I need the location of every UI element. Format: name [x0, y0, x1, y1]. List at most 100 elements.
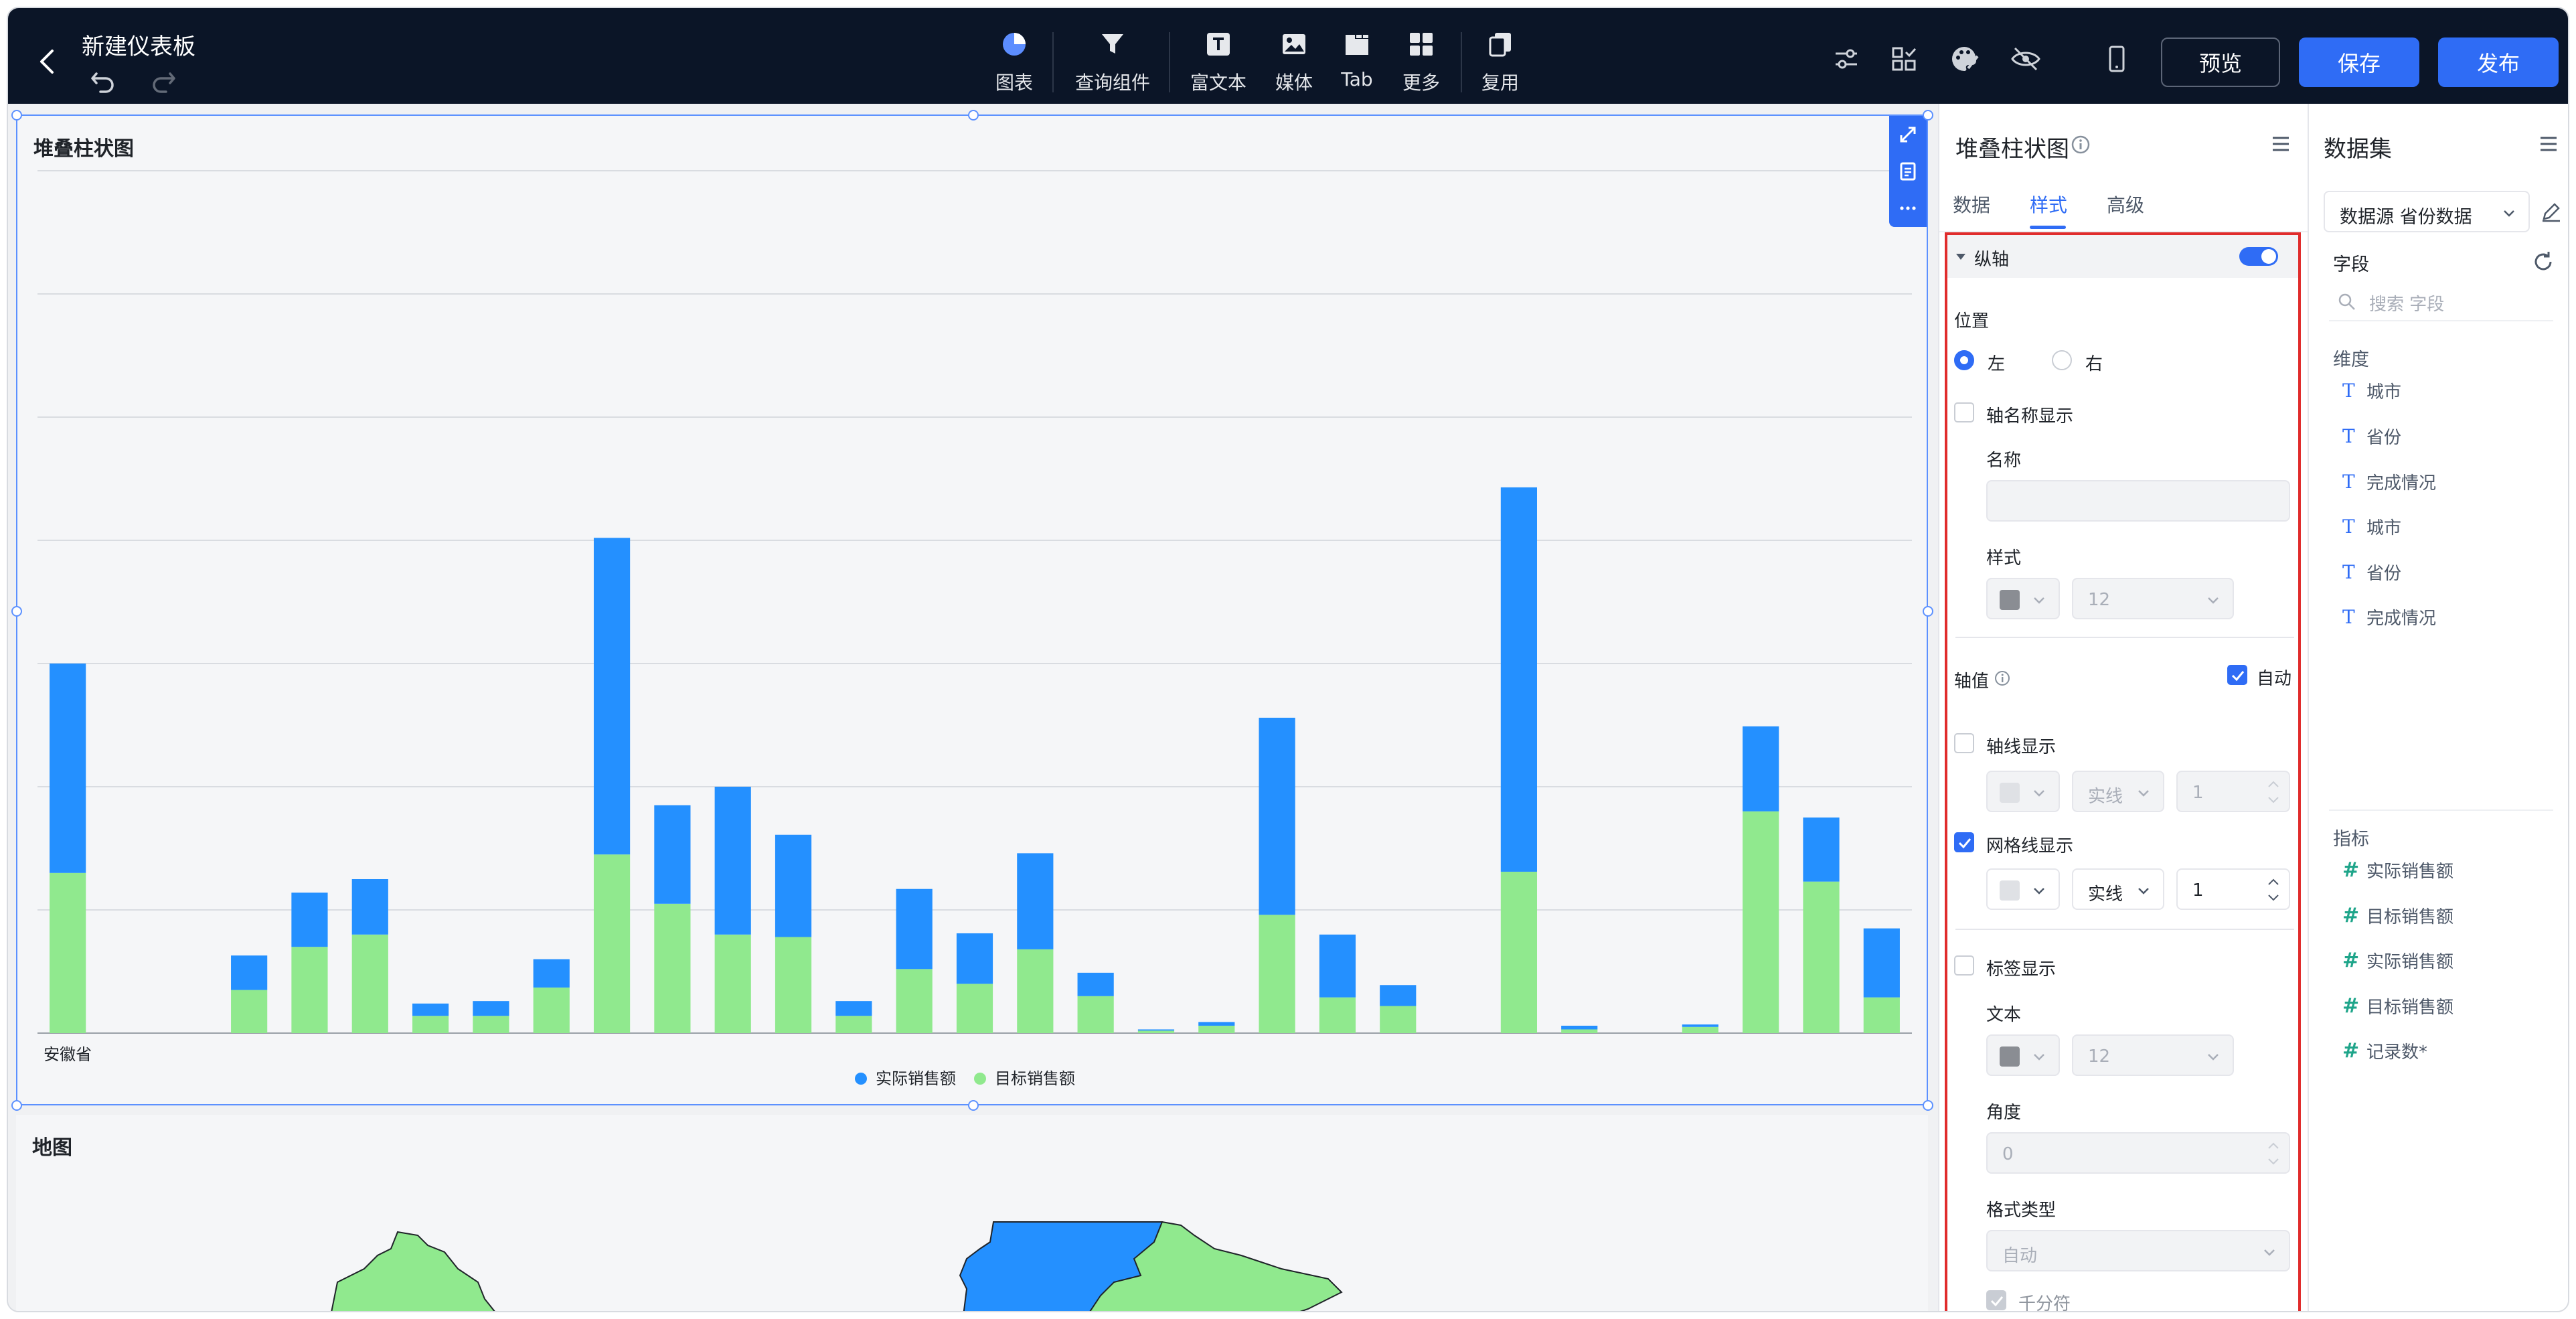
tool-media[interactable]: 媒体	[1271, 28, 1317, 95]
bar-segment[interactable]	[956, 984, 993, 1033]
refresh-icon[interactable]	[2531, 250, 2555, 274]
bar-segment[interactable]	[775, 834, 812, 937]
bar-segment[interactable]	[956, 933, 993, 984]
bar-segment[interactable]	[412, 1003, 449, 1016]
metric-field[interactable]: # 实际销售额	[2342, 856, 2453, 883]
axis-name-input[interactable]	[1986, 480, 2290, 522]
bar-segment[interactable]	[1500, 487, 1537, 872]
edit-pencil-icon[interactable]	[2540, 200, 2563, 223]
bar-segment[interactable]	[1682, 1024, 1718, 1027]
tool-query[interactable]: 查询组件	[1072, 28, 1153, 95]
dimension-field[interactable]: T 完成情况	[2342, 603, 2436, 630]
angle-input[interactable]: 0	[1986, 1132, 2290, 1174]
axis-name-fontsize-select[interactable]: 12	[2072, 578, 2234, 619]
bar-segment[interactable]	[231, 990, 268, 1033]
bar-segment[interactable]	[896, 888, 933, 969]
label-show-checkbox[interactable]	[1954, 955, 1974, 976]
axis-line-type-select[interactable]: 实线	[2072, 771, 2164, 812]
panel-menu-icon[interactable]	[2267, 131, 2294, 157]
undo-button[interactable]	[88, 67, 118, 94]
tool-more[interactable]: 更多	[1398, 28, 1445, 95]
tab-data[interactable]: 数据	[1953, 194, 1991, 216]
bar-segment[interactable]	[1561, 1025, 1598, 1030]
metric-field[interactable]: # 目标销售额	[2342, 992, 2453, 1019]
tab-advanced[interactable]: 高级	[2107, 194, 2145, 216]
resize-handle[interactable]	[11, 1100, 22, 1111]
expand-icon[interactable]	[1889, 116, 1927, 153]
stacked-bar-chart-card[interactable]: 堆叠柱状图 安徽省 实际销售额 目标销售额	[11, 110, 1933, 1111]
dimension-field[interactable]: T 省份	[2342, 422, 2401, 449]
position-left-radio[interactable]	[1954, 350, 1974, 370]
bar-segment[interactable]	[291, 893, 328, 947]
tool-tab[interactable]: Tab	[1334, 28, 1380, 95]
bar-segment[interactable]	[291, 947, 328, 1033]
more-dots-icon[interactable]	[1889, 189, 1927, 226]
bar-segment[interactable]	[1803, 818, 1840, 882]
preview-button[interactable]: 预览	[2161, 37, 2280, 87]
bar-segment[interactable]	[1863, 997, 1900, 1033]
bar-segment[interactable]	[1319, 997, 1356, 1033]
publish-button[interactable]: 发布	[2438, 37, 2559, 87]
redo-button[interactable]	[149, 67, 178, 94]
bar-segment[interactable]	[1380, 1006, 1417, 1033]
bar-segment[interactable]	[593, 854, 631, 1033]
axis-name-color-picker[interactable]	[1986, 578, 2060, 619]
bar-segment[interactable]	[835, 1016, 872, 1033]
detail-doc-icon[interactable]	[1889, 153, 1927, 189]
bar-segment[interactable]	[473, 1016, 509, 1033]
bar-segment[interactable]	[1319, 934, 1356, 998]
grid-line-width-input[interactable]: 1	[2176, 868, 2290, 910]
legend-label[interactable]: 实际销售额	[876, 1069, 956, 1088]
bar-segment[interactable]	[1682, 1026, 1718, 1033]
theme-palette-icon[interactable]	[1948, 43, 1980, 75]
metric-field[interactable]: # 记录数*	[2342, 1037, 2427, 1064]
field-search-input[interactable]: 搜索 字段	[2329, 281, 2553, 321]
tab-style[interactable]: 样式	[2030, 194, 2068, 216]
bar-segment[interactable]	[473, 1001, 509, 1016]
bar-segment[interactable]	[533, 987, 570, 1033]
bar-segment[interactable]	[1803, 881, 1840, 1033]
bar-segment[interactable]	[775, 937, 812, 1033]
bar-segment[interactable]	[1017, 949, 1054, 1033]
back-button[interactable]	[32, 42, 62, 82]
tool-chart[interactable]: 图表	[991, 28, 1038, 95]
dimension-field[interactable]: T 完成情况	[2342, 468, 2436, 495]
grid-line-color-picker[interactable]	[1986, 868, 2060, 910]
metric-field[interactable]: # 实际销售额	[2342, 947, 2453, 974]
bar-segment[interactable]	[1743, 811, 1779, 1033]
position-right-radio[interactable]	[2052, 350, 2072, 370]
hide-eye-icon[interactable]	[2010, 43, 2042, 75]
dashboard-title[interactable]: 新建仪表板	[82, 33, 195, 60]
bar-segment[interactable]	[231, 955, 268, 990]
legend-label[interactable]: 目标销售额	[995, 1069, 1075, 1088]
bar-segment[interactable]	[50, 664, 86, 873]
bar-segment[interactable]	[412, 1016, 449, 1033]
info-icon[interactable]	[1994, 670, 2010, 686]
map-card[interactable]: 地图	[16, 1115, 1928, 1311]
y-axis-section-header[interactable]: 纵轴	[1947, 235, 2298, 278]
tool-reuse[interactable]: 复用	[1477, 28, 1524, 95]
resize-handle[interactable]	[1923, 110, 1933, 121]
label-fontsize-select[interactable]: 12	[2072, 1034, 2234, 1076]
bar-segment[interactable]	[351, 879, 388, 935]
bar-segment[interactable]	[351, 934, 388, 1033]
bar-segment[interactable]	[1380, 985, 1417, 1006]
bar-segment[interactable]	[1863, 928, 1900, 998]
axis-line-color-picker[interactable]	[1986, 771, 2060, 812]
bar-segment[interactable]	[1198, 1022, 1235, 1026]
bar-segment[interactable]	[1259, 717, 1295, 915]
resize-handle[interactable]	[11, 606, 22, 617]
layout-check-icon[interactable]	[1888, 43, 1920, 75]
bar-segment[interactable]	[533, 959, 570, 988]
bar-segment[interactable]	[50, 872, 86, 1033]
resize-handle[interactable]	[1923, 1100, 1933, 1111]
bar-segment[interactable]	[1500, 871, 1537, 1033]
info-icon[interactable]	[2071, 135, 2091, 157]
bar-segment[interactable]	[1017, 853, 1054, 949]
bar-segment[interactable]	[1077, 972, 1114, 996]
bar-segment[interactable]	[835, 1001, 872, 1016]
axis-line-width-input[interactable]: 1	[2176, 771, 2290, 812]
y-axis-toggle[interactable]	[2239, 247, 2278, 266]
resize-handle[interactable]	[968, 110, 979, 121]
bar-segment[interactable]	[1137, 1030, 1175, 1033]
